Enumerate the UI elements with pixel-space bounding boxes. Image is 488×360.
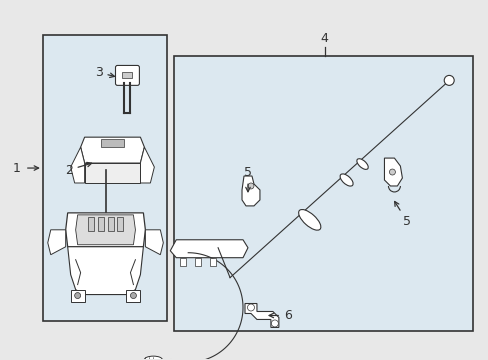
Polygon shape <box>140 147 154 183</box>
Circle shape <box>247 304 254 311</box>
Bar <box>71 289 84 302</box>
Ellipse shape <box>340 174 352 186</box>
Bar <box>174 57 472 332</box>
Text: 4: 4 <box>320 32 328 45</box>
Bar <box>98 217 103 231</box>
Polygon shape <box>145 230 163 255</box>
Polygon shape <box>244 303 278 328</box>
Bar <box>210 258 216 266</box>
Bar <box>195 258 201 266</box>
Polygon shape <box>170 240 247 258</box>
Bar <box>107 217 113 231</box>
Text: 5: 5 <box>394 202 410 228</box>
Ellipse shape <box>298 210 320 230</box>
Bar <box>101 139 124 147</box>
Text: 1: 1 <box>13 162 21 175</box>
Circle shape <box>443 75 453 85</box>
Polygon shape <box>84 163 140 183</box>
Polygon shape <box>48 230 65 255</box>
Text: 2: 2 <box>64 162 91 176</box>
FancyBboxPatch shape <box>115 66 139 85</box>
Polygon shape <box>76 215 135 245</box>
Polygon shape <box>67 247 143 294</box>
Bar <box>42 35 167 321</box>
Bar <box>126 289 140 302</box>
Polygon shape <box>71 147 84 183</box>
Bar <box>87 217 93 231</box>
Polygon shape <box>65 213 145 247</box>
Bar <box>117 217 123 231</box>
Circle shape <box>247 183 253 189</box>
Ellipse shape <box>144 356 162 360</box>
Polygon shape <box>242 176 260 206</box>
Text: 5: 5 <box>244 166 251 192</box>
Circle shape <box>388 169 395 175</box>
Polygon shape <box>384 158 402 186</box>
Polygon shape <box>81 137 144 163</box>
Circle shape <box>130 293 136 298</box>
Bar <box>180 258 186 266</box>
Text: 3: 3 <box>95 66 114 79</box>
Bar <box>122 72 132 78</box>
Ellipse shape <box>356 159 367 170</box>
Circle shape <box>75 293 81 298</box>
Circle shape <box>271 320 278 327</box>
Text: 6: 6 <box>268 309 291 322</box>
